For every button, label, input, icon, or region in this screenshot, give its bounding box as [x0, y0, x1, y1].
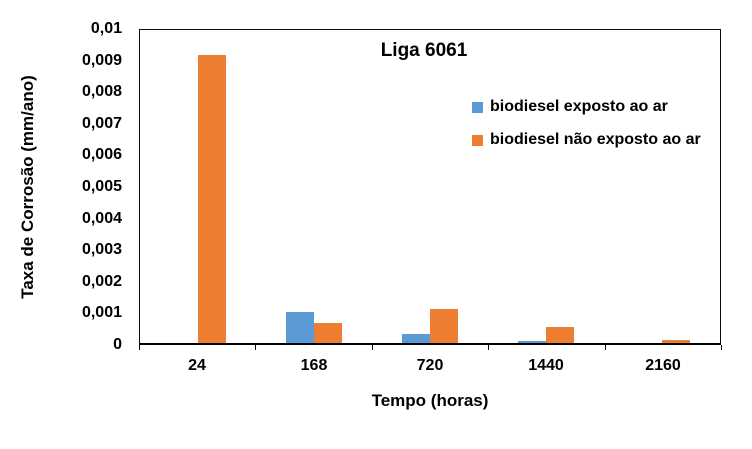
bar-nao-exposto-24	[198, 55, 226, 343]
x-axis-tick-mark	[372, 345, 373, 350]
y-tick-label-0,008: 0,008	[81, 83, 122, 101]
x-tick-label-168: 168	[300, 357, 328, 374]
y-tick-label-0: 0	[113, 336, 122, 353]
y-tick-label-0,004: 0,004	[81, 209, 122, 227]
x-tick-label-24: 24	[188, 357, 206, 374]
bars-layer	[140, 30, 720, 343]
x-tick-label-1440: 1440	[528, 357, 564, 374]
bar-nao-exposto-168	[314, 323, 342, 343]
plot-area: Liga 6061 biodiesel exposto ao ar biodie…	[139, 29, 721, 345]
y-tick-label-0,003: 0,003	[81, 241, 122, 259]
x-axis-tick-mark	[488, 345, 489, 350]
bar-exposto-168	[286, 312, 314, 343]
x-axis-title: Tempo (horas)	[371, 391, 489, 410]
legend-marker-exposto-icon	[472, 101, 483, 113]
x-axis-tick-mark	[605, 345, 606, 350]
legend-label-exposto: biodiesel exposto ao ar	[490, 98, 668, 115]
legend-label-nao-exposto: biodiesel não exposto ao ar	[490, 131, 701, 148]
bar-nao-exposto-2160	[662, 340, 690, 343]
bar-nao-exposto-720	[430, 309, 458, 343]
y-tick-label-0,01: 0,01	[90, 20, 122, 37]
legend-marker-nao-exposto-icon	[472, 134, 483, 146]
x-tick-label-720: 720	[416, 357, 444, 374]
y-tick-label-0,005: 0,005	[81, 178, 122, 195]
bar-exposto-720	[402, 334, 430, 343]
bar-exposto-1440	[518, 341, 546, 343]
legend-item-exposto: biodiesel exposto ao ar	[472, 97, 701, 117]
chart-title: Liga 6061	[380, 40, 468, 61]
x-axis-tick-mark	[721, 345, 722, 350]
x-axis-tick-mark	[255, 345, 256, 350]
legend: biodiesel exposto ao ar biodiesel não ex…	[472, 97, 701, 163]
y-tick-label-0,001: 0,001	[81, 304, 122, 322]
bar-nao-exposto-1440	[546, 327, 574, 343]
x-axis-tick-mark	[139, 345, 140, 350]
y-tick-label-0,009: 0,009	[81, 51, 122, 69]
x-tick-label-2160: 2160	[645, 357, 681, 374]
y-tick-label-0,002: 0,002	[81, 272, 122, 290]
y-tick-label-0,007: 0,007	[81, 114, 122, 132]
y-tick-label-0,006: 0,006	[81, 146, 122, 164]
legend-item-nao-exposto: biodiesel não exposto ao ar	[472, 130, 701, 150]
